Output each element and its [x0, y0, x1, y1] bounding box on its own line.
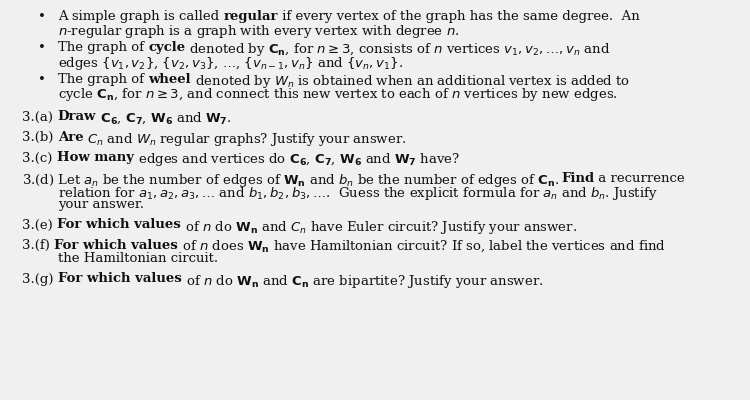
Text: $C_n$ and $W_n$ regular graphs? Justify your answer.: $C_n$ and $W_n$ regular graphs? Justify …: [83, 131, 407, 148]
Text: a recurrence: a recurrence: [594, 172, 685, 185]
Text: your answer.: your answer.: [58, 198, 144, 211]
Text: For which values: For which values: [57, 218, 181, 232]
Text: denoted by $W_n$ is obtained when an additional vertex is added to: denoted by $W_n$ is obtained when an add…: [190, 73, 630, 90]
Text: 3.(d) Let $a_n$ be the number of edges of $\mathbf{W_n}$ and $b_n$ be the number: 3.(d) Let $a_n$ be the number of edges o…: [22, 172, 561, 189]
Text: of $n$ does $\mathbf{W_n}$ have Hamiltonian circuit? If so, label the vertices a: of $n$ does $\mathbf{W_n}$ have Hamilton…: [178, 239, 666, 254]
Text: 3.(e): 3.(e): [22, 218, 57, 232]
Text: A simple graph is called: A simple graph is called: [58, 10, 223, 23]
Text: The graph of: The graph of: [58, 42, 148, 54]
Text: 3.(c): 3.(c): [22, 152, 57, 164]
Text: edges $\{v_1, v_2\}$, $\{v_2, v_3\}$, $\ldots$, $\{v_{n-1}, v_n\}$ and $\{v_n, v: edges $\{v_1, v_2\}$, $\{v_2, v_3\}$, $\…: [58, 54, 403, 72]
Text: The graph of: The graph of: [58, 73, 148, 86]
Text: cycle $\mathbf{C_n}$, for $n \geq 3$, and connect this new vertex to each of $n$: cycle $\mathbf{C_n}$, for $n \geq 3$, an…: [58, 86, 618, 103]
Text: regular: regular: [224, 10, 278, 23]
Text: •: •: [38, 73, 46, 86]
Text: 3.(a): 3.(a): [22, 110, 57, 124]
Text: the Hamiltonian circuit.: the Hamiltonian circuit.: [58, 252, 218, 265]
Text: •: •: [38, 42, 46, 54]
Text: $n$-regular graph is a graph with every vertex with degree $n$.: $n$-regular graph is a graph with every …: [58, 23, 460, 40]
Text: if every vertex of the graph has the same degree.  An: if every vertex of the graph has the sam…: [278, 10, 640, 23]
Text: of $n$ do $\mathbf{W_n}$ and $\mathbf{C_n}$ are bipartite? Justify your answer.: of $n$ do $\mathbf{W_n}$ and $\mathbf{C_…: [182, 272, 543, 290]
Text: Find: Find: [561, 172, 594, 185]
Text: denoted by $\mathbf{C_n}$, for $n \geq 3$, consists of $n$ vertices $v_1, v_2, \: denoted by $\mathbf{C_n}$, for $n \geq 3…: [185, 42, 610, 58]
Text: •: •: [38, 10, 46, 23]
Text: Are: Are: [58, 131, 83, 144]
Text: wheel: wheel: [148, 73, 190, 86]
Text: 3.(b): 3.(b): [22, 131, 58, 144]
Text: How many: How many: [57, 152, 134, 164]
Text: of $n$ do $\mathbf{W_n}$ and $C_n$ have Euler circuit? Justify your answer.: of $n$ do $\mathbf{W_n}$ and $C_n$ have …: [181, 218, 577, 236]
Text: 3.(g): 3.(g): [22, 272, 58, 286]
Text: For which values: For which values: [58, 272, 182, 286]
Text: relation for $a_1, a_2, a_3, \ldots$ and $b_1, b_2, b_3, \ldots$.  Guess the exp: relation for $a_1, a_2, a_3, \ldots$ and…: [58, 185, 658, 202]
Text: cycle: cycle: [148, 42, 185, 54]
Text: For which values: For which values: [54, 239, 178, 252]
Text: $\mathbf{C_6}$, $\mathbf{C_7}$, $\mathbf{W_6}$ and $\mathbf{W_7}$.: $\mathbf{C_6}$, $\mathbf{C_7}$, $\mathbf…: [96, 110, 232, 126]
Text: edges and vertices do $\mathbf{C_6}$, $\mathbf{C_7}$, $\mathbf{W_6}$ and $\mathb: edges and vertices do $\mathbf{C_6}$, $\…: [134, 152, 460, 168]
Text: 3.(f): 3.(f): [22, 239, 54, 252]
Text: Draw: Draw: [57, 110, 96, 124]
